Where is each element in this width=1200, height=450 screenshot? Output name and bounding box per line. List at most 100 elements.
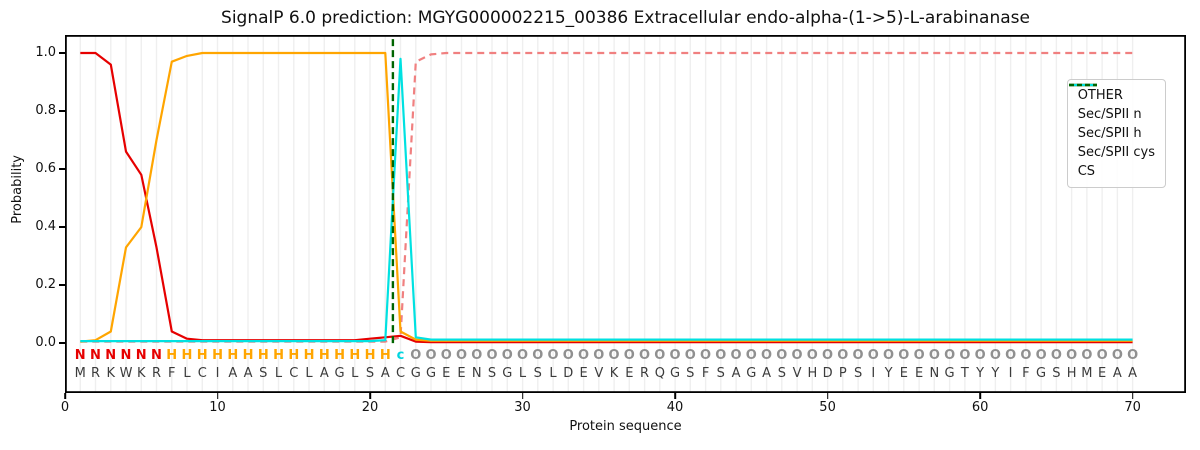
region-label: H	[364, 348, 376, 364]
residue-letter: F	[1022, 365, 1030, 381]
region-label: H	[273, 348, 284, 364]
region-label: O	[1096, 348, 1108, 364]
residue-letter: Y	[991, 365, 1000, 381]
residue-letter: A	[1112, 365, 1122, 381]
region-label: O	[913, 348, 925, 364]
region-label: O	[791, 348, 803, 364]
region-label: O	[1111, 348, 1123, 364]
region-label: O	[867, 348, 879, 364]
residue-letter: G	[425, 365, 437, 381]
residue-letter: G	[502, 365, 513, 381]
residue-letter: A	[1128, 365, 1138, 381]
region-label: O	[974, 348, 986, 364]
region-label: O	[562, 348, 574, 364]
y-tick-mark	[59, 52, 65, 54]
region-label: H	[257, 348, 269, 364]
region-label: O	[715, 348, 727, 364]
region-label: O	[959, 348, 971, 364]
region-label: O	[745, 348, 757, 364]
region-label: N	[120, 348, 132, 364]
residue-letter: N	[471, 365, 482, 381]
region-label: O	[547, 348, 559, 364]
residue-letter: Q	[654, 365, 665, 381]
legend-item-sec-spii-h: Sec/SPII h	[1068, 83, 1159, 143]
residue-letter: R	[90, 365, 101, 381]
region-label: O	[639, 348, 651, 364]
chart-title: SignalP 6.0 prediction: MGYG000002215_00…	[221, 8, 1030, 28]
x-tick-mark	[674, 393, 676, 399]
x-tick-mark	[64, 393, 66, 399]
region-label: O	[1035, 348, 1047, 364]
region-label: O	[532, 348, 544, 364]
residue-letter: A	[228, 365, 238, 381]
residue-letter: Y	[884, 365, 893, 381]
x-tick-mark	[521, 393, 524, 399]
legend: OTHER Sec/SPII n Sec/SPII h Sec/SPII cys…	[1066, 79, 1166, 188]
legend-line-sample	[1068, 83, 1097, 87]
y-tick-label: 0.0	[35, 335, 56, 351]
region-label: O	[1005, 348, 1017, 364]
residue-letter: S	[533, 365, 542, 381]
x-tick-label: 0	[60, 400, 70, 415]
residue-letter: A	[731, 365, 741, 381]
region-label: N	[135, 348, 147, 364]
region-label: N	[90, 348, 101, 364]
region-label: O	[486, 348, 498, 364]
residue-letter: I	[871, 365, 876, 381]
region-label: H	[334, 348, 345, 364]
residue-letter: T	[960, 365, 969, 381]
region-label: H	[166, 348, 178, 364]
residue-letter: W	[119, 365, 133, 381]
x-tick-label: 30	[514, 400, 531, 415]
y-tick-mark	[59, 168, 65, 170]
residue-letter: D	[563, 365, 574, 381]
legend-item-sec-spii-n: Sec/SPII n	[1068, 83, 1159, 124]
legend-label: Sec/SPII cys	[1077, 145, 1155, 160]
residue-letter: S	[716, 365, 725, 381]
residue-letter: G	[410, 365, 421, 381]
residue-letter: L	[518, 365, 527, 381]
region-label: O	[944, 348, 956, 364]
x-tick-label: 50	[819, 400, 836, 415]
region-label: O	[776, 348, 788, 364]
y-tick-mark	[59, 342, 65, 344]
residue-letter: N	[929, 365, 940, 381]
x-tick-label: 20	[361, 400, 379, 415]
region-label: O	[700, 348, 712, 364]
region-label: O	[410, 348, 422, 364]
x-axis-label: Protein sequence	[569, 419, 682, 434]
residue-letter: E	[1098, 365, 1107, 381]
region-label: H	[288, 348, 300, 364]
y-tick-label: 1.0	[35, 44, 56, 60]
y-axis-label-wrap: Probability	[10, 35, 25, 343]
residue-letter: K	[609, 365, 619, 381]
residue-letter: D	[822, 365, 833, 381]
x-tick-mark	[369, 393, 371, 399]
residue-letter: L	[183, 365, 191, 381]
residue-letter: V	[594, 365, 604, 381]
region-label: O	[898, 348, 910, 364]
region-label: O	[761, 348, 773, 364]
residue-letter: G	[334, 365, 345, 381]
residue-letter: R	[640, 365, 650, 381]
residue-letter: L	[351, 365, 359, 381]
residue-letter: R	[151, 365, 162, 381]
region-label: O	[456, 348, 468, 364]
residue-letter: S	[853, 365, 863, 381]
residue-letter: K	[106, 365, 116, 381]
region-label: H	[242, 348, 254, 364]
legend-label: Sec/SPII h	[1077, 126, 1142, 141]
region-label: N	[105, 348, 117, 364]
region-label: H	[227, 348, 239, 364]
x-tick-mark	[216, 393, 219, 399]
region-label: O	[440, 348, 452, 364]
residue-letter: S	[487, 365, 497, 381]
residue-letter: I	[1008, 365, 1013, 381]
region-label: O	[578, 348, 590, 364]
region-label: N	[151, 348, 162, 364]
y-tick-label: 0.6	[35, 161, 56, 177]
region-label: O	[989, 348, 1001, 364]
residue-letter: E	[625, 365, 634, 381]
